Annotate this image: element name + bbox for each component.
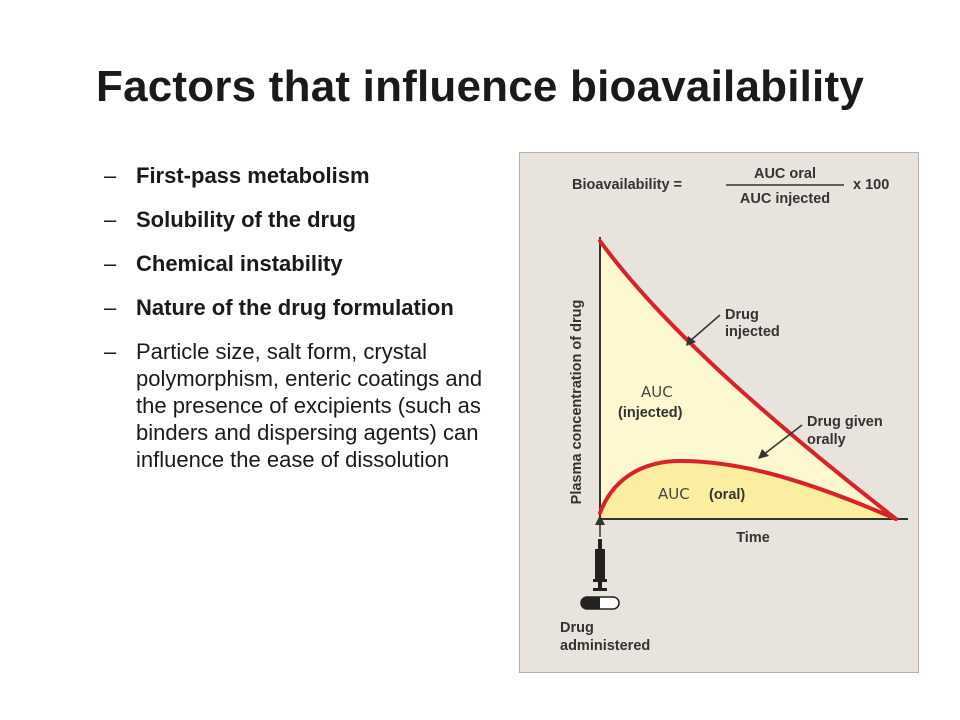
bullet-text: First-pass metabolism bbox=[136, 163, 370, 188]
callout-injected-line2: injected bbox=[725, 324, 780, 340]
injected-curve bbox=[598, 239, 898, 521]
bullet-list: – First-pass metabolism – Solubility of … bbox=[104, 162, 504, 490]
callout-injected-line1: Drug bbox=[725, 307, 759, 323]
bullet-text: Particle size, salt form, crystal polymo… bbox=[136, 339, 483, 472]
callout-oral-leader bbox=[762, 424, 803, 456]
x-axis-label: Time bbox=[736, 530, 770, 546]
bullet-dash: – bbox=[104, 207, 117, 232]
administered-line2: administered bbox=[560, 638, 650, 654]
administered-line1: Drug bbox=[560, 620, 594, 636]
callout-oral-line2: orally bbox=[807, 432, 846, 448]
bullet-particle-size: – Particle size, salt form, crystal poly… bbox=[104, 338, 504, 473]
bullet-text: Solubility of the drug bbox=[136, 207, 356, 232]
page-title: Factors that influence bioavailability bbox=[96, 62, 864, 111]
bullet-formulation: – Nature of the drug formulation bbox=[104, 294, 504, 321]
bullet-text: Chemical instability bbox=[136, 251, 343, 276]
callout-oral-line1: Drug given bbox=[807, 414, 883, 430]
callout-injected-leader bbox=[689, 314, 721, 342]
bioavailability-figure: Bioavailability = AUC oral AUC injected … bbox=[519, 152, 919, 673]
syringe-icon bbox=[593, 539, 607, 591]
bullet-first-pass: – First-pass metabolism bbox=[104, 162, 504, 189]
auc-injected-area bbox=[600, 241, 896, 519]
bullet-dash: – bbox=[104, 295, 117, 320]
callout-oral-arrowhead bbox=[758, 449, 769, 459]
oral-curve bbox=[598, 458, 898, 521]
auc-oral-paren: (oral) bbox=[709, 487, 745, 503]
formula-multiplier: x 100 bbox=[853, 177, 889, 193]
formula-lhs: Bioavailability = bbox=[572, 177, 682, 193]
bullet-dash: – bbox=[104, 163, 117, 188]
formula-denominator: AUC injected bbox=[740, 191, 830, 207]
formula-numerator: AUC oral bbox=[754, 166, 816, 182]
auc-injected-paren: (injected) bbox=[618, 405, 683, 421]
auc-oral-word: AUC bbox=[658, 485, 690, 503]
pill-icon bbox=[580, 596, 620, 610]
administration-marker-arrowhead bbox=[595, 515, 605, 525]
bullet-dash: – bbox=[104, 339, 117, 364]
y-axis-label: Plasma concentration of drug bbox=[569, 300, 585, 505]
callout-injected-arrowhead bbox=[686, 336, 696, 346]
bullet-dash: – bbox=[104, 251, 117, 276]
bullet-chemical-instability: – Chemical instability bbox=[104, 250, 504, 277]
bullet-text: Nature of the drug formulation bbox=[136, 295, 454, 320]
auc-injected-word: AUC bbox=[641, 383, 673, 401]
bullet-solubility: – Solubility of the drug bbox=[104, 206, 504, 233]
bioavailability-diagram: Bioavailability = AUC oral AUC injected … bbox=[560, 166, 908, 654]
auc-oral-area bbox=[600, 461, 896, 519]
